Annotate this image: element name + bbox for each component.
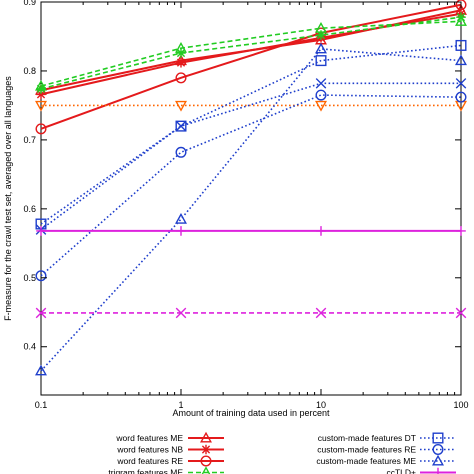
data-point	[35, 364, 47, 376]
x-tick-label: 0.1	[35, 400, 48, 410]
series-line	[40, 94, 462, 277]
plot-frame	[40, 1, 462, 396]
series-11	[35, 307, 467, 319]
legend-marker	[433, 467, 443, 474]
series-line	[40, 16, 462, 90]
legend-label: custom-made features RE	[317, 445, 416, 455]
data-point	[175, 146, 187, 158]
plot-border	[40, 1, 462, 396]
data-point	[455, 307, 467, 319]
data-point	[36, 84, 46, 94]
data-point	[455, 15, 467, 26]
y-tick-label: 0.8	[23, 66, 36, 76]
data-point	[176, 57, 186, 68]
data-point	[35, 100, 47, 112]
legend-marker	[432, 444, 444, 456]
ticks-layer: 0.4 0.5 0.6 0.7 0.8 0.9 0.1 1 10 100	[23, 0, 468, 410]
data-point	[456, 226, 466, 236]
series-10	[36, 226, 466, 236]
series-5	[35, 100, 467, 112]
data-point	[455, 0, 467, 11]
legend-marker	[432, 454, 444, 466]
data-point	[35, 123, 47, 135]
series-8	[35, 42, 467, 376]
data-point	[315, 89, 327, 101]
legend-label: ccTLD+	[386, 468, 416, 474]
data-point	[176, 226, 186, 236]
legend-marker	[200, 455, 212, 467]
data-point	[36, 226, 46, 236]
series-line	[40, 44, 462, 225]
series-layer	[35, 0, 467, 376]
legend-label: trigram features ME	[108, 468, 183, 474]
data-point	[315, 100, 327, 112]
x-axis-label: Amount of training data used in percent	[172, 408, 330, 418]
data-point	[35, 270, 47, 282]
legend-label: custom-made features DT	[318, 433, 416, 443]
series-4	[36, 12, 466, 94]
legend-marker	[432, 432, 444, 444]
y-tick-label: 0.4	[23, 342, 36, 352]
series-3	[35, 15, 467, 91]
legend-label: custom-made features ME	[316, 456, 416, 466]
series-line	[40, 48, 462, 372]
data-point	[175, 100, 187, 112]
x-tick-label: 10	[316, 400, 326, 410]
series-line	[40, 3, 462, 130]
data-point	[315, 55, 327, 67]
y-tick-label: 0.5	[23, 273, 36, 283]
x-tick-label: 1	[178, 400, 183, 410]
legend-label: word features NB	[116, 445, 183, 455]
y-tick-label: 0.9	[23, 0, 36, 7]
data-point	[175, 212, 187, 224]
data-point	[315, 42, 327, 54]
data-point	[175, 120, 187, 132]
y-tick-label: 0.7	[23, 135, 36, 145]
legend-label: word features RE	[116, 456, 183, 466]
data-point	[455, 54, 467, 66]
data-point	[316, 30, 326, 40]
data-point	[456, 12, 466, 22]
y-axis-label: F-measure for the crawl test set, averag…	[3, 76, 13, 321]
series-7	[35, 89, 467, 282]
data-point	[455, 39, 467, 51]
data-point	[35, 307, 47, 319]
legend-label: word features ME	[115, 433, 183, 443]
legend-marker	[200, 431, 212, 443]
data-point	[316, 226, 326, 236]
data-point	[455, 91, 467, 103]
y-tick-label: 0.6	[23, 204, 36, 214]
data-point	[175, 120, 187, 132]
x-tick-label: 100	[453, 400, 468, 410]
series-9	[35, 78, 467, 235]
data-point	[175, 72, 187, 84]
data-point	[176, 48, 186, 58]
legend-marker	[201, 466, 211, 474]
legend-marker	[201, 444, 211, 455]
series-6	[35, 39, 467, 230]
series-line	[40, 20, 462, 87]
data-point	[315, 307, 327, 319]
data-point	[175, 307, 187, 319]
data-point	[36, 89, 46, 100]
series-2	[35, 0, 467, 135]
data-point	[315, 78, 327, 89]
data-point	[455, 78, 467, 89]
